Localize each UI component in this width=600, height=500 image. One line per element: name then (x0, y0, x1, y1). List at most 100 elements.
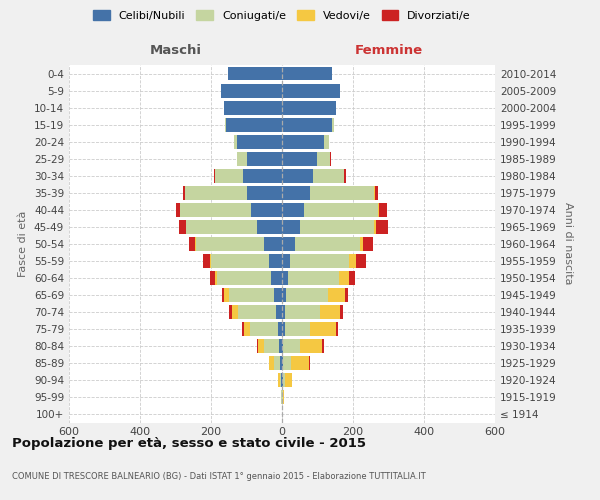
Bar (214, 168, 215, 182)
Bar (236, 152, 237, 166)
Bar (336, 322, 338, 336)
Bar (280, 356, 282, 370)
Bar (282, 288, 286, 302)
Bar (310, 186, 374, 200)
Bar (275, 305, 282, 319)
Bar (274, 356, 280, 370)
Bar (378, 202, 379, 216)
Bar (282, 152, 317, 166)
Bar (322, 339, 324, 353)
Bar (313, 168, 344, 182)
Bar (379, 202, 388, 216)
Bar (210, 271, 215, 285)
Bar (278, 373, 280, 387)
Bar (290, 254, 349, 268)
Bar (286, 288, 328, 302)
Bar (339, 271, 349, 285)
Bar (349, 271, 355, 285)
Bar (237, 152, 247, 166)
Bar (242, 322, 244, 336)
Bar (340, 305, 343, 319)
Text: Popolazione per età, sesso e stato civile - 2015: Popolazione per età, sesso e stato civil… (12, 438, 366, 450)
Bar (209, 254, 211, 268)
Bar (283, 339, 301, 353)
Bar (282, 305, 285, 319)
Bar (175, 202, 180, 216)
Bar (375, 186, 378, 200)
Bar (310, 322, 336, 336)
Bar (196, 237, 263, 250)
Bar (257, 220, 282, 234)
Bar (285, 305, 320, 319)
Bar (221, 288, 224, 302)
Bar (238, 305, 275, 319)
Bar (183, 186, 185, 200)
Bar (282, 322, 285, 336)
Bar (282, 339, 283, 353)
Bar (317, 152, 330, 166)
Bar (263, 237, 282, 250)
Bar (282, 220, 301, 234)
Bar (179, 220, 186, 234)
Bar (328, 288, 345, 302)
Bar (186, 220, 257, 234)
Text: Femmine: Femmine (355, 44, 422, 58)
Bar (228, 66, 282, 80)
Legend: Celibi/Nubili, Coniugati/e, Vedovi/e, Divorziati/e: Celibi/Nubili, Coniugati/e, Vedovi/e, Di… (89, 6, 475, 25)
Bar (282, 100, 336, 114)
Bar (332, 118, 334, 132)
Bar (258, 339, 264, 353)
Bar (280, 373, 281, 387)
Bar (244, 322, 250, 336)
Bar (234, 134, 236, 148)
Bar (283, 390, 284, 404)
Bar (215, 271, 217, 285)
Bar (264, 339, 279, 353)
Bar (282, 186, 310, 200)
Bar (229, 288, 274, 302)
Bar (374, 220, 376, 234)
Bar (376, 220, 388, 234)
Bar (295, 237, 360, 250)
Bar (236, 134, 282, 148)
Bar (278, 322, 282, 336)
Bar (349, 254, 356, 268)
Bar (330, 152, 331, 166)
Bar (289, 271, 339, 285)
Bar (271, 271, 282, 285)
Bar (224, 100, 282, 114)
Bar (282, 84, 340, 98)
Bar (257, 339, 258, 353)
Bar (279, 339, 282, 353)
Bar (229, 305, 232, 319)
Bar (356, 254, 366, 268)
Bar (301, 339, 322, 353)
Bar (269, 356, 274, 370)
Bar (320, 305, 340, 319)
Bar (285, 373, 292, 387)
Bar (215, 168, 243, 182)
Bar (282, 237, 295, 250)
Bar (282, 118, 332, 132)
Bar (360, 237, 363, 250)
Bar (232, 305, 238, 319)
Bar (282, 202, 304, 216)
Text: Maschi: Maschi (149, 44, 202, 58)
Bar (250, 322, 278, 336)
Bar (301, 220, 374, 234)
Bar (251, 202, 282, 216)
Bar (282, 373, 283, 387)
Bar (211, 254, 269, 268)
Bar (285, 322, 310, 336)
Bar (226, 118, 282, 132)
Bar (225, 118, 226, 132)
Bar (185, 186, 247, 200)
Bar (269, 254, 282, 268)
Y-axis label: Fasce di età: Fasce di età (19, 210, 28, 277)
Y-axis label: Anni di nascita: Anni di nascita (563, 202, 573, 285)
Bar (304, 202, 378, 216)
Bar (224, 288, 229, 302)
Bar (247, 186, 282, 200)
Bar (324, 134, 329, 148)
Bar (221, 84, 282, 98)
